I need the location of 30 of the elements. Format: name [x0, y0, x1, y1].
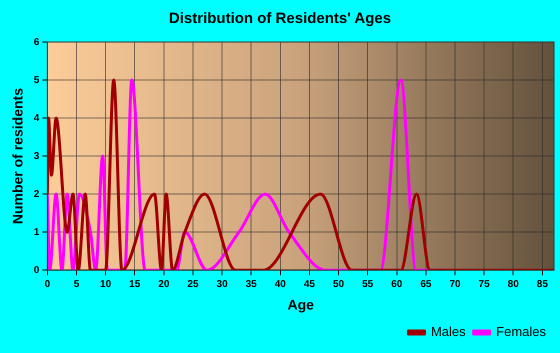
x-tick-label: 40 [274, 278, 286, 290]
y-tick-label: 0 [34, 264, 40, 276]
x-tick-label: 35 [246, 278, 258, 290]
x-tick-label: 55 [362, 278, 374, 290]
x-tick-label: 65 [420, 278, 432, 290]
x-tick-label: 75 [478, 278, 490, 290]
x-axis-title: Age [287, 296, 314, 312]
x-tick-label: 20 [158, 278, 170, 290]
x-tick-label: 5 [74, 278, 80, 290]
x-tick-label: 30 [216, 278, 228, 290]
x-tick-label: 50 [332, 278, 345, 290]
x-tick-label: 70 [449, 278, 461, 290]
x-tick-label: 25 [187, 278, 199, 290]
y-tick-label: 5 [34, 74, 40, 86]
y-tick-label: 2 [34, 188, 40, 200]
y-axis-title: Number of residents [9, 88, 26, 224]
y-tick-label: 4 [34, 112, 40, 124]
legend-label: Males [430, 324, 466, 340]
y-tick-label: 3 [34, 150, 40, 162]
x-tick-label: 60 [391, 278, 403, 290]
x-tick-label: 45 [304, 278, 316, 290]
x-tick-label: 15 [129, 278, 141, 290]
x-tick-label: 0 [44, 278, 51, 290]
y-tick-label: 1 [34, 226, 40, 238]
x-tick-label: 80 [508, 278, 520, 290]
y-tick-label: 6 [34, 36, 40, 48]
legend-label: Females [496, 324, 546, 340]
x-tick-label: 85 [536, 278, 548, 290]
x-tick-label: 10 [100, 278, 112, 290]
chart-title: Distribution of Residents' Ages [168, 10, 392, 28]
